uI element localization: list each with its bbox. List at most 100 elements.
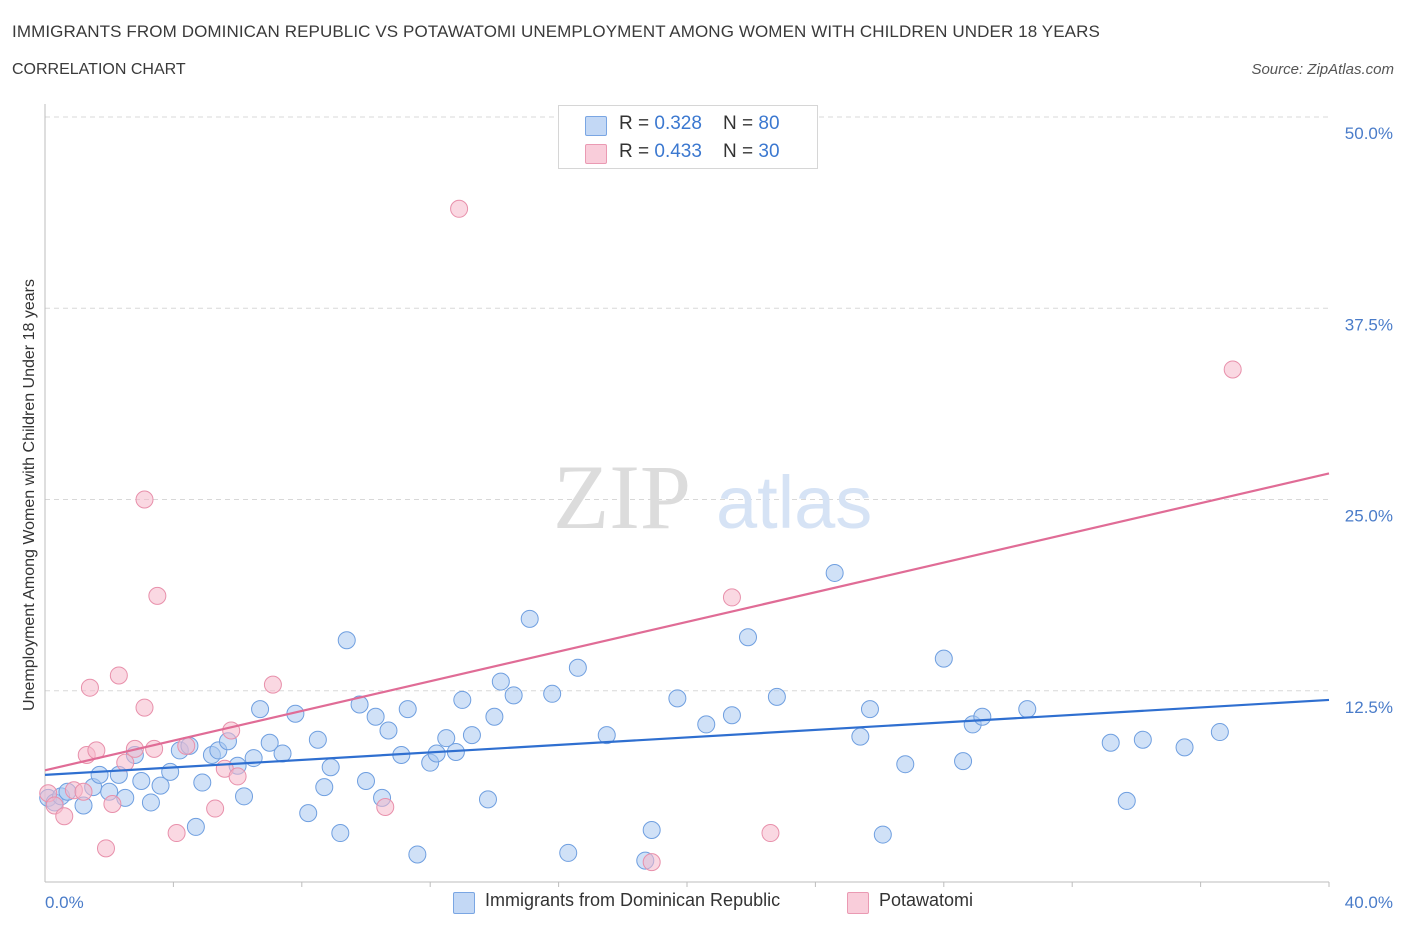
legend-r-value: 0.433	[654, 141, 702, 162]
point-potawatomi	[55, 807, 74, 826]
point-potawatomi	[148, 586, 167, 605]
point-dominican	[408, 845, 427, 864]
point-dominican	[697, 715, 716, 734]
point-dominican	[1018, 700, 1037, 719]
legend-r-label: R =	[619, 141, 655, 162]
point-dominican	[331, 824, 350, 843]
axes	[44, 104, 1330, 887]
point-dominican	[597, 726, 616, 745]
point-dominican	[504, 686, 523, 705]
point-dominican	[934, 649, 953, 668]
point-potawatomi	[761, 824, 780, 843]
point-dominican	[1133, 730, 1152, 749]
point-dominican	[520, 609, 539, 628]
y-tick-label: 50.0%	[1345, 124, 1393, 143]
x-tick-label: 40.0%	[1345, 893, 1393, 912]
point-dominican	[1175, 738, 1194, 757]
y-tick-label: 12.5%	[1345, 698, 1393, 717]
point-dominican	[321, 758, 340, 777]
legend-swatch-blue	[585, 116, 607, 136]
point-potawatomi	[1223, 360, 1242, 379]
chart-title: IMMIGRANTS FROM DOMINICAN REPUBLIC VS PO…	[12, 22, 1100, 41]
point-potawatomi	[74, 782, 93, 801]
point-dominican	[873, 825, 892, 844]
point-dominican	[485, 707, 504, 726]
point-dominican	[453, 690, 472, 709]
point-dominican	[308, 730, 327, 749]
point-potawatomi	[103, 794, 122, 813]
legend-r-value: 0.328	[654, 113, 702, 134]
chart-subtitle: CORRELATION CHART	[12, 61, 186, 78]
point-potawatomi	[135, 490, 154, 509]
point-potawatomi	[450, 199, 469, 218]
y-axis-label: Unemployment Among Women with Children U…	[21, 279, 38, 711]
point-dominican	[251, 700, 270, 719]
point-dominican	[260, 733, 279, 752]
point-dominican	[1101, 733, 1120, 752]
point-dominican	[1210, 723, 1229, 742]
point-dominican	[151, 776, 170, 795]
point-potawatomi	[109, 666, 128, 685]
point-dominican	[379, 721, 398, 740]
data-points	[39, 199, 1242, 872]
point-dominican	[398, 700, 417, 719]
point-potawatomi	[376, 798, 395, 817]
point-dominican	[350, 695, 369, 714]
x-tick-label: 0.0%	[45, 893, 84, 912]
point-dominican	[357, 772, 375, 791]
point-dominican	[642, 820, 661, 839]
watermark-zip: ZIP	[553, 446, 691, 548]
point-dominican	[860, 700, 879, 719]
point-dominican	[141, 793, 160, 812]
y-tick-labels: 12.5% 25.0% 37.5% 50.0%	[1345, 124, 1393, 717]
point-dominican	[825, 563, 844, 582]
watermark-atlas: atlas	[716, 461, 872, 544]
point-dominican	[437, 729, 456, 748]
point-potawatomi	[80, 678, 99, 697]
point-potawatomi	[642, 853, 661, 872]
point-dominican	[668, 689, 687, 708]
point-dominican	[568, 658, 587, 677]
point-dominican	[193, 773, 212, 792]
legend-r-label: R =	[619, 113, 655, 134]
point-dominican	[337, 631, 356, 650]
point-potawatomi	[96, 839, 115, 858]
point-dominican	[491, 672, 510, 691]
bottom-legend-label: Potawatomi	[879, 890, 974, 910]
legend-n-value: 30	[758, 141, 780, 162]
point-potawatomi	[135, 698, 154, 717]
point-dominican	[738, 628, 757, 647]
point-dominican	[462, 726, 481, 745]
point-dominican	[954, 752, 973, 771]
point-dominican	[478, 790, 497, 809]
trend-line-dominican	[44, 698, 1330, 776]
point-dominican	[366, 707, 385, 726]
point-potawatomi	[263, 675, 282, 694]
bottom-legend-swatch-pink	[847, 892, 869, 914]
legend-n-value: 80	[758, 113, 780, 134]
point-dominican	[90, 765, 109, 784]
point-dominican	[851, 727, 870, 746]
y-tick-label: 37.5%	[1345, 315, 1393, 334]
point-dominican	[235, 787, 254, 806]
bottom-legend-swatch-blue	[453, 892, 475, 914]
legend-n-label: N =	[723, 113, 759, 134]
source-label: Source: ZipAtlas.com	[1251, 61, 1394, 78]
point-dominican	[315, 778, 334, 797]
point-potawatomi	[167, 824, 186, 843]
point-dominican	[186, 817, 205, 836]
point-potawatomi	[228, 767, 247, 786]
point-dominican	[767, 687, 786, 706]
point-dominican	[1117, 791, 1136, 810]
stats-legend: R = 0.328 N = 80 R = 0.433 N = 30	[558, 105, 818, 169]
point-potawatomi	[722, 588, 741, 607]
x-tick-labels: 0.0% 40.0%	[45, 893, 1393, 912]
point-dominican	[161, 762, 180, 781]
point-dominican	[132, 772, 151, 791]
point-dominican	[273, 744, 292, 763]
trend-line-potawatomi	[44, 472, 1330, 772]
legend-swatch-pink	[585, 144, 607, 164]
point-dominican	[559, 843, 578, 862]
y-tick-label: 25.0%	[1345, 507, 1393, 526]
